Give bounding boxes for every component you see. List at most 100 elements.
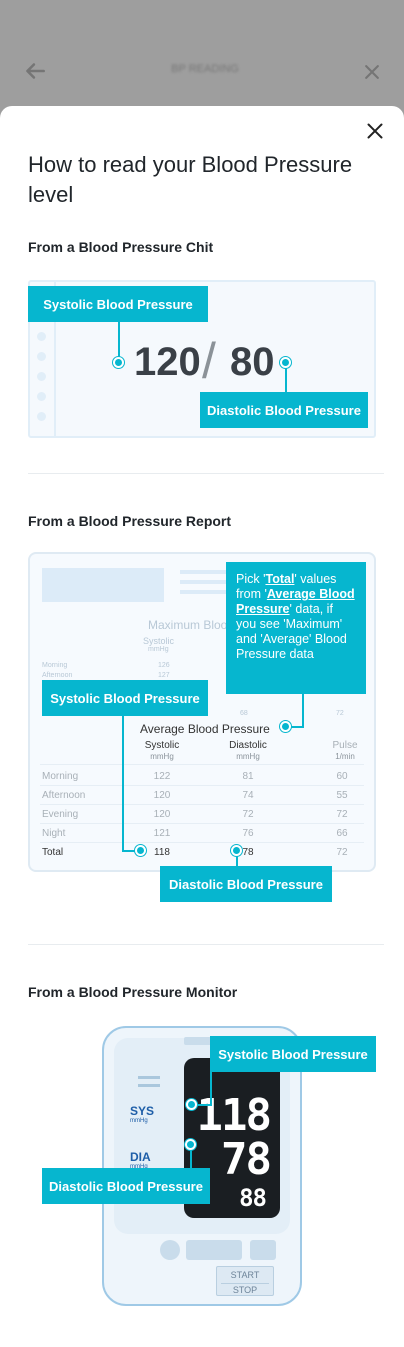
col-unit: 1/min: [335, 752, 355, 761]
report-max-col: Systolic: [143, 636, 175, 646]
report-tip-connector: [286, 726, 304, 728]
report-tip-dot: [280, 721, 291, 732]
table-cell: 120: [153, 809, 171, 820]
monitor-rect-button: [186, 1240, 242, 1260]
monitor-diastolic-connector: [190, 1144, 192, 1168]
section-divider: [28, 473, 384, 474]
monitor-section-title: From a Blood Pressure Monitor: [28, 984, 238, 1000]
report-max-row: Morning: [42, 662, 68, 669]
monitor-systolic-callout: Systolic Blood Pressure: [210, 1036, 376, 1072]
monitor-screen: 118 78 88: [184, 1058, 280, 1218]
sys-unit: mmHg: [130, 1118, 148, 1124]
report-col-pulse: Pulse 1/min: [320, 740, 370, 762]
tip-text: ' values from ': [236, 572, 337, 601]
chit-hole: [37, 412, 46, 421]
monitor-systolic-connector: [194, 1104, 212, 1106]
monitor-systolic-connector: [210, 1048, 212, 1106]
chit-margin-line: [54, 282, 56, 436]
dia-unit: mmHg: [130, 1164, 148, 1170]
table-row-label-total: Total: [42, 847, 64, 858]
chit-hole: [37, 392, 46, 401]
info-bottom-sheet: How to read your Blood Pressure level Fr…: [0, 106, 404, 1347]
table-cell: 74: [242, 790, 254, 801]
table-row-label: Afternoon: [42, 790, 86, 801]
chit-diastolic-callout: Diastolic Blood Pressure: [200, 392, 368, 428]
col-name: Pulse: [332, 740, 358, 751]
stop-label: STOP: [221, 1283, 269, 1297]
report-header-line: [180, 590, 240, 594]
monitor-sys-value: 118: [196, 1090, 272, 1141]
report-tip-connector: [302, 692, 304, 728]
table-cell: 60: [336, 771, 348, 782]
table-cell: 122: [153, 771, 171, 782]
table-cell: 120: [153, 790, 171, 801]
sys-text: SYS: [130, 1104, 155, 1118]
col-unit: mmHg: [150, 752, 174, 761]
report-section-title: From a Blood Pressure Report: [28, 513, 232, 529]
table-cell: 55: [336, 790, 348, 801]
background-app-title: BP READING: [171, 63, 239, 75]
background-close-icon: [365, 65, 379, 79]
start-label: START: [230, 1270, 260, 1280]
col-name: Diastolic: [229, 740, 267, 751]
table-cell: 72: [242, 809, 254, 820]
chit-diastolic-value: 80: [230, 340, 275, 384]
table-row-label: Morning: [42, 771, 79, 782]
table-cell: 121: [153, 828, 171, 839]
table-cell-total: 78: [242, 847, 254, 858]
table-row-label: Night: [42, 828, 66, 839]
report-col-diastolic: Diastolic mmHg: [218, 740, 278, 762]
table-row-divider: [40, 823, 364, 824]
monitor-rect-button: [250, 1240, 276, 1260]
monitor-sys-label: SYS mmHg: [130, 1104, 155, 1126]
section-divider: [28, 944, 384, 945]
tip-text: Pick ': [236, 572, 266, 586]
table-cell: 66: [336, 828, 348, 839]
col-unit: mmHg: [236, 752, 260, 761]
report-max-cell: 68: [240, 710, 248, 717]
report-max-row: Afternoon: [42, 672, 73, 679]
col-name: Systolic: [144, 740, 180, 751]
monitor-diastolic-callout: Diastolic Blood Pressure: [42, 1168, 210, 1204]
chit-diastolic-dot: [280, 357, 291, 368]
report-max-cell: 127: [158, 672, 170, 679]
report-max-cell: 126: [158, 662, 170, 669]
chit-slash: /: [202, 333, 216, 389]
tip-text: , if you see 'Maximum' and 'Average' Blo…: [236, 602, 347, 661]
chit-systolic-callout: Systolic Blood Pressure: [28, 286, 208, 322]
sheet-title: How to read your Blood Pressure level: [28, 152, 353, 207]
report-systolic-connector: [122, 712, 124, 850]
monitor-pulse-value: 88: [239, 1184, 267, 1212]
tip-text: ' data: [289, 602, 320, 616]
report-diastolic-connector: [236, 850, 238, 868]
report-max-unit: mmHg: [148, 646, 169, 653]
report-systolic-dot: [135, 845, 146, 856]
table-row-divider: [40, 804, 364, 805]
table-cell: 76: [242, 828, 254, 839]
chit-systolic-dot: [113, 357, 124, 368]
report-systolic-callout: Systolic Blood Pressure: [42, 680, 208, 716]
monitor-bar: [138, 1076, 160, 1079]
report-systolic-connector: [122, 850, 140, 852]
monitor-diastolic-dot: [185, 1139, 196, 1150]
report-header-block: [42, 568, 164, 602]
table-row-divider: [40, 842, 364, 843]
report-max-cell: 72: [336, 710, 344, 717]
chit-hole: [37, 372, 46, 381]
monitor-dia-label: DIA mmHg: [130, 1150, 151, 1172]
tip-total: Total: [265, 572, 295, 586]
tip-average: Average Blood Pressure: [236, 587, 355, 616]
monitor-systolic-dot: [186, 1099, 197, 1110]
dia-text: DIA: [130, 1150, 151, 1164]
monitor-dia-value: 78: [221, 1134, 272, 1185]
chit-section-title: From a Blood Pressure Chit: [28, 239, 214, 255]
table-row-divider: [40, 764, 364, 765]
close-icon[interactable]: [362, 118, 388, 144]
chit-systolic-value: 120: [134, 340, 201, 384]
monitor-round-button: [160, 1240, 180, 1260]
report-diastolic-dot: [231, 845, 242, 856]
report-diastolic-callout: Diastolic Blood Pressure: [160, 866, 332, 902]
chit-hole: [37, 332, 46, 341]
monitor-start-stop-button: START STOP: [216, 1266, 274, 1296]
chit-hole: [37, 352, 46, 361]
